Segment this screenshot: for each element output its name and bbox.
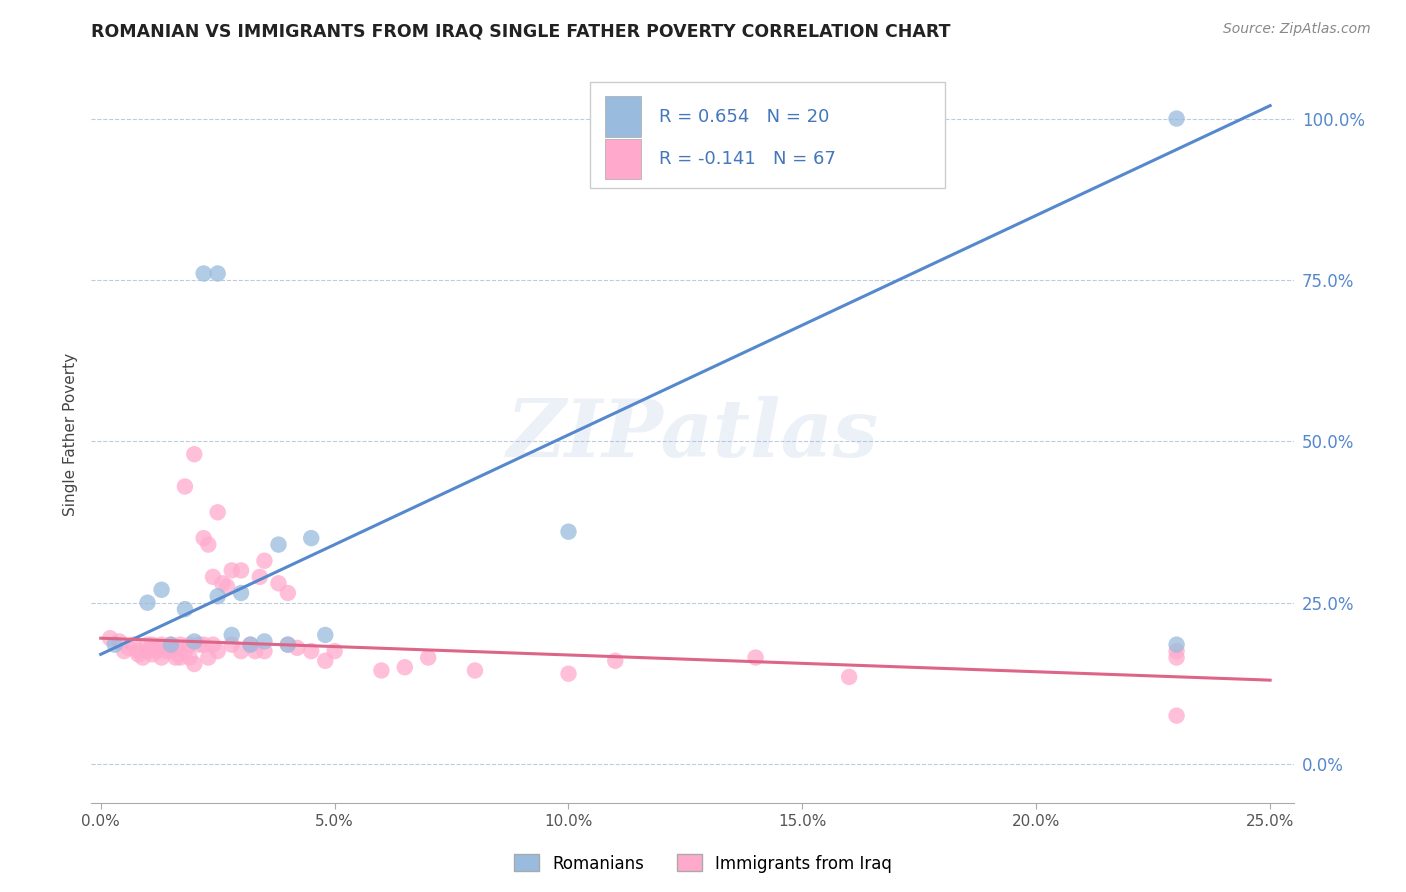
Point [285,640,308,655]
Y-axis label: Single Father Poverty: Single Father Poverty [63,353,79,516]
Point [207,267,229,281]
Point [179,650,201,665]
Point [838,670,860,684]
Point [314,628,336,642]
Point [267,576,290,591]
Text: R = -0.141   N = 67: R = -0.141 N = 67 [659,150,835,169]
Text: ZIPatlas: ZIPatlas [506,396,879,474]
Point [146,644,169,658]
Point [221,628,243,642]
Point [253,554,276,568]
Point [229,586,252,600]
Point [394,660,416,674]
Point [179,638,201,652]
Point [207,589,229,603]
Text: Source: ZipAtlas.com: Source: ZipAtlas.com [1223,22,1371,37]
Point [155,644,177,658]
Point [249,570,271,584]
Point [253,644,276,658]
Point [160,638,183,652]
Point [207,644,229,658]
Point [165,650,187,665]
Point [141,638,163,652]
Point [1166,638,1188,652]
Point [136,644,159,658]
Point [150,582,173,597]
FancyBboxPatch shape [605,139,641,179]
Point [243,644,266,658]
Point [221,638,243,652]
Point [557,524,579,539]
Point [201,570,224,584]
Point [253,634,276,648]
Point [160,644,183,658]
Point [146,640,169,655]
Point [229,644,252,658]
Point [169,638,191,652]
Point [183,657,205,671]
Point [370,664,392,678]
Point [211,576,233,591]
Text: ROMANIAN VS IMMIGRANTS FROM IRAQ SINGLE FATHER POVERTY CORRELATION CHART: ROMANIAN VS IMMIGRANTS FROM IRAQ SINGLE … [91,22,950,40]
Point [1166,112,1188,126]
Point [174,644,197,658]
Point [169,650,191,665]
Point [104,638,127,652]
Point [239,638,262,652]
Point [150,638,173,652]
Point [188,638,211,652]
Point [1166,708,1188,723]
Point [314,654,336,668]
Point [605,654,627,668]
Point [239,638,262,652]
Point [160,638,183,652]
FancyBboxPatch shape [591,82,945,188]
Text: R = 0.654   N = 20: R = 0.654 N = 20 [659,108,830,126]
Point [118,640,141,655]
Point [418,650,440,665]
Point [1166,650,1188,665]
Point [221,563,243,577]
Point [277,638,299,652]
Point [108,634,131,648]
Point [197,650,219,665]
Point [165,640,187,655]
Point [150,650,173,665]
Point [136,596,159,610]
Point [174,479,197,493]
Point [193,638,215,652]
Point [193,531,215,545]
Point [277,586,299,600]
FancyBboxPatch shape [605,96,641,136]
Point [132,650,155,665]
Point [267,538,290,552]
Point [183,447,205,461]
Point [136,638,159,652]
Point [557,666,579,681]
Point [112,644,135,658]
Point [127,644,149,658]
Point [229,563,252,577]
Point [299,531,322,545]
Point [197,538,219,552]
Point [744,650,766,665]
Point [141,648,163,662]
Point [215,580,238,594]
Point [193,267,215,281]
Point [1166,644,1188,658]
Point [323,644,346,658]
Point [174,602,197,616]
Point [277,638,299,652]
Point [122,638,145,652]
Point [98,631,121,645]
Point [127,648,149,662]
Point [183,634,205,648]
Point [201,638,224,652]
Point [299,644,322,658]
Point [207,505,229,519]
Point [464,664,486,678]
Legend: Romanians, Immigrants from Iraq: Romanians, Immigrants from Iraq [508,847,898,880]
